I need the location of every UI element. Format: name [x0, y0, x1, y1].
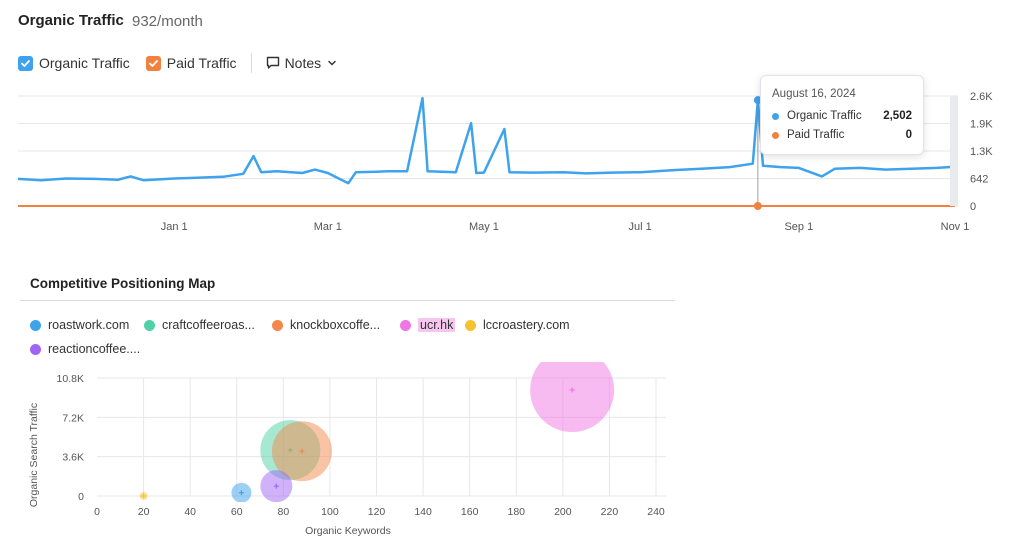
x-tick-label: 60 — [231, 506, 243, 518]
x-tick-label: 200 — [554, 506, 572, 518]
y-tick-label: 2.6K — [970, 91, 993, 103]
section-divider — [20, 300, 675, 301]
section-title: Competitive Positioning Map — [30, 276, 216, 291]
legend-item-craftcoffee[interactable]: craftcoffeeroas... — [144, 318, 255, 332]
y-axis-label: Organic Search Traffic — [28, 403, 40, 507]
tooltip-row-paid: Paid Traffic 0 — [772, 129, 912, 141]
bubble-ucr-hk — [530, 362, 615, 433]
legend-item-reactioncoffee[interactable]: reactioncoffee.... — [30, 342, 140, 356]
legend-dot-icon — [465, 319, 476, 331]
legend-dot-icon — [272, 319, 283, 331]
x-tick-label: Jul 1 — [628, 221, 651, 233]
y-tick-label: 10.8K — [57, 373, 84, 385]
y-tick-label: 3.6K — [62, 452, 84, 464]
y-tick-label: 1.3K — [970, 146, 993, 158]
legend-item-knockbox[interactable]: knockboxcoffe... — [272, 318, 380, 332]
organic-dot-icon — [772, 112, 779, 120]
organic-traffic-line — [17, 96, 956, 185]
bubble-center-marker — [238, 490, 244, 496]
legend-dot-icon — [144, 319, 155, 331]
x-tick-label: 80 — [277, 506, 289, 518]
chart-tooltip: August 16, 2024 Organic Traffic 2,502 Pa… — [760, 75, 924, 155]
y-tick-label: 0 — [78, 491, 84, 503]
bubble-center-marker — [299, 448, 305, 454]
legend-label: knockboxcoffe... — [290, 318, 381, 332]
tooltip-value: 0 — [905, 129, 912, 141]
chevron-down-icon — [327, 58, 337, 68]
tooltip-row-organic: Organic Traffic 2,502 — [772, 110, 912, 122]
x-tick-label: Nov 1 — [941, 221, 970, 233]
paid-highlight-point — [753, 202, 762, 210]
paid-dot-icon — [772, 131, 779, 139]
checkbox-checked-icon[interactable] — [18, 55, 33, 71]
x-tick-label: 160 — [461, 506, 479, 518]
legend-dot-icon — [30, 343, 41, 355]
comment-icon — [266, 56, 280, 70]
x-tick-label: 120 — [368, 506, 386, 518]
y-tick-label: 0 — [970, 201, 976, 213]
legend-dot-icon — [400, 319, 411, 331]
organic-traffic-toggle[interactable]: Organic Traffic — [18, 55, 130, 71]
legend-label: ucr.hk — [418, 318, 456, 332]
competitive-positioning-bubble-chart: 10.8K 7.2K 3.6K 0 0 20 40 60 80 100 120 140 160 180 2… — [28, 362, 666, 537]
notes-label: Notes — [284, 55, 322, 71]
notes-dropdown[interactable]: Notes — [266, 55, 338, 71]
checkbox-checked-icon[interactable] — [145, 55, 161, 71]
x-tick-label: 20 — [138, 506, 150, 518]
legend-label: reactioncoffee.... — [48, 342, 141, 356]
tooltip-label: Paid Traffic — [787, 129, 845, 141]
toolbar-divider — [250, 53, 252, 73]
legend-item-ucr[interactable]: ucr.hk — [400, 318, 456, 332]
x-tick-label: Mar 1 — [314, 221, 342, 233]
x-tick-label: 40 — [184, 506, 196, 518]
organic-highlight-point — [753, 96, 762, 105]
chart-toolbar: Organic Traffic Paid Traffic Notes — [18, 53, 337, 73]
page-title: Organic Traffic — [18, 12, 124, 29]
paid-traffic-toggle[interactable]: Paid Traffic — [145, 55, 237, 71]
x-tick-label: Jan 1 — [161, 221, 188, 233]
x-axis-label: Organic Keywords — [305, 525, 391, 537]
bubble-center-marker — [141, 493, 147, 499]
tooltip-date: August 16, 2024 — [772, 88, 856, 100]
y-tick-label: 7.2K — [62, 412, 84, 424]
legend-item-lccroastery[interactable]: lccroastery.com — [465, 318, 570, 332]
legend-label: lccroastery.com — [483, 318, 570, 332]
tooltip-value: 2,502 — [883, 110, 912, 122]
x-tick-label: May 1 — [469, 221, 499, 233]
organic-traffic-line-chart: 2.6K 1.9K 1.3K 642 0 Jan 1 Mar 1 May 1 Jul 1 Sep… — [17, 91, 993, 233]
legend-item-roastwork[interactable]: roastwork.com — [30, 318, 129, 332]
x-tick-label: Sep 1 — [784, 221, 813, 233]
organic-traffic-label: Organic Traffic — [39, 55, 130, 71]
legend-label: roastwork.com — [48, 318, 130, 332]
bubble-center-marker — [273, 483, 279, 489]
legend-label: craftcoffeeroas... — [162, 318, 255, 332]
monthly-traffic-value: 932/month — [132, 13, 203, 30]
y-tick-label: 642 — [970, 174, 988, 186]
legend-dot-icon — [30, 319, 41, 331]
x-tick-label: 180 — [507, 506, 525, 518]
chart-scrollbar[interactable] — [950, 96, 958, 206]
tooltip-label: Organic Traffic — [787, 110, 862, 122]
x-tick-label: 240 — [647, 506, 665, 518]
x-tick-label: 0 — [94, 506, 100, 518]
y-tick-label: 1.9K — [970, 119, 993, 131]
x-tick-label: 140 — [414, 506, 432, 518]
x-tick-label: 100 — [321, 506, 339, 518]
paid-traffic-label: Paid Traffic — [166, 55, 237, 71]
bubble-center-marker — [569, 387, 575, 393]
x-tick-label: 220 — [601, 506, 619, 518]
